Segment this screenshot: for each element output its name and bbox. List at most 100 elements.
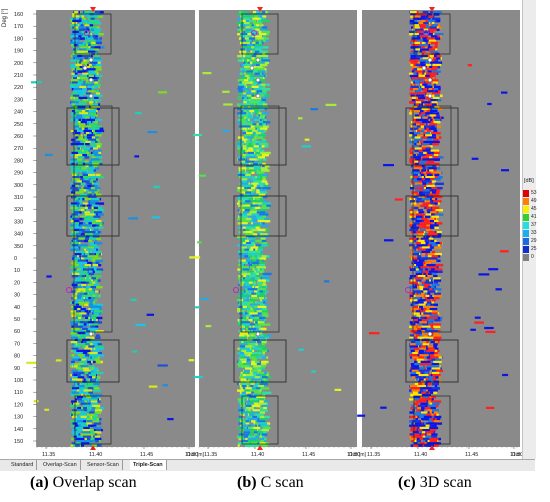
- scan-pixel: [261, 26, 268, 29]
- scan-outlier: [157, 364, 168, 367]
- scan-pixel: [79, 360, 85, 364]
- scan-pixel: [76, 336, 84, 339]
- scan-pixel: [241, 437, 245, 441]
- scan-pixel: [79, 299, 84, 302]
- scan-pixel: [238, 85, 244, 89]
- scan-pixel: [75, 151, 83, 155]
- scan-pixel: [88, 193, 92, 196]
- scan-pixel: [245, 314, 253, 317]
- scan-pixel: [240, 110, 244, 113]
- scan-pixel: [92, 246, 100, 249]
- scan-pixel: [88, 189, 98, 192]
- scan-pixel: [75, 24, 79, 27]
- scan-pixel: [85, 63, 87, 67]
- scan-pixel: [262, 308, 267, 311]
- scan-pixel: [262, 277, 271, 280]
- scan-pixel: [70, 160, 74, 163]
- scan-pixel: [254, 134, 259, 137]
- scan-pixel: [237, 202, 240, 205]
- scan-pixel: [87, 374, 96, 377]
- scan-pixel: [247, 35, 253, 38]
- scan-pixel: [83, 235, 90, 238]
- scan-pixel: [80, 165, 83, 168]
- scan-pixel: [259, 319, 265, 322]
- scan-pixel: [95, 231, 98, 234]
- marker-dot: [249, 65, 255, 71]
- scan-pixel: [257, 184, 264, 188]
- scan-pixel: [259, 264, 266, 267]
- scan-pixel: [79, 312, 87, 315]
- scan-pixel: [86, 184, 94, 188]
- scan-pixel: [78, 246, 83, 249]
- scan-pixel: [75, 222, 82, 225]
- scan-pixel: [255, 198, 262, 201]
- scan-pixel: [416, 55, 424, 58]
- scan-pixel: [258, 39, 263, 42]
- scan-pixel: [240, 17, 246, 20]
- scan-outlier: [147, 131, 158, 134]
- scan-pixel: [84, 420, 89, 423]
- scan-pixel: [92, 206, 98, 210]
- scan-pixel: [249, 19, 254, 23]
- scan-pixel: [262, 323, 271, 326]
- scan-pixel: [250, 420, 256, 423]
- scan-pixel: [253, 319, 261, 322]
- scan-pixel: [90, 437, 97, 441]
- scan-pixel: [237, 235, 246, 238]
- scan-outlier: [334, 388, 342, 391]
- scan-pixel: [89, 231, 95, 234]
- scan-pixel: [246, 404, 252, 408]
- scan-pixel: [245, 226, 254, 229]
- scan-pixel: [238, 415, 242, 419]
- scan-pixel: [87, 154, 93, 157]
- scan-pixel: [244, 22, 250, 25]
- scan-pixel: [415, 48, 424, 51]
- scan-pixel: [237, 103, 240, 106]
- scan-pixel: [251, 442, 259, 445]
- scan-pixel: [237, 121, 243, 124]
- scan-pixel: [424, 46, 432, 49]
- scan-pixel: [255, 48, 261, 51]
- region-box: [233, 107, 287, 166]
- scan-pixel: [79, 371, 86, 375]
- scan-background: [199, 10, 357, 447]
- scan-pixel: [252, 26, 257, 29]
- scan-pixel: [80, 365, 89, 368]
- scan-pixel: [254, 376, 261, 379]
- scan-pixel: [88, 143, 96, 146]
- scan-pixel: [77, 107, 85, 111]
- scan-pixel: [76, 158, 83, 161]
- scan-pixel: [90, 132, 97, 135]
- scan-pixel: [242, 19, 250, 23]
- scan-pixel: [256, 292, 261, 295]
- scan-pixel: [71, 114, 75, 117]
- scan-pixel: [242, 103, 250, 106]
- scan-pixel: [422, 48, 429, 51]
- scan-pixel: [257, 235, 263, 238]
- scan-pixel: [72, 114, 79, 117]
- scan-outlier: [195, 306, 200, 309]
- scan-pixel: [81, 374, 84, 377]
- scan-pixel: [410, 63, 414, 67]
- scan-pixel: [244, 413, 248, 416]
- marker-dot: [88, 93, 94, 99]
- scan-pixel: [243, 407, 247, 410]
- scan-pixel: [88, 26, 92, 29]
- scan-pixel: [89, 272, 92, 276]
- scan-pixel: [245, 239, 255, 243]
- scan-pixel: [82, 26, 90, 29]
- scan-outlier: [223, 103, 233, 106]
- scan-pixel: [93, 107, 97, 111]
- scan-pixel: [91, 154, 94, 157]
- scan-pixel: [259, 415, 265, 419]
- scan-pixel: [239, 193, 244, 196]
- scan-pixel: [73, 28, 80, 31]
- scan-pixel: [95, 134, 102, 137]
- scan-pixel: [89, 103, 95, 106]
- scan-pixel: [259, 275, 269, 278]
- scan-pixel: [243, 83, 247, 86]
- scan-pixel: [249, 134, 255, 137]
- scan-pixel: [248, 195, 257, 199]
- scan-pixel: [242, 213, 246, 216]
